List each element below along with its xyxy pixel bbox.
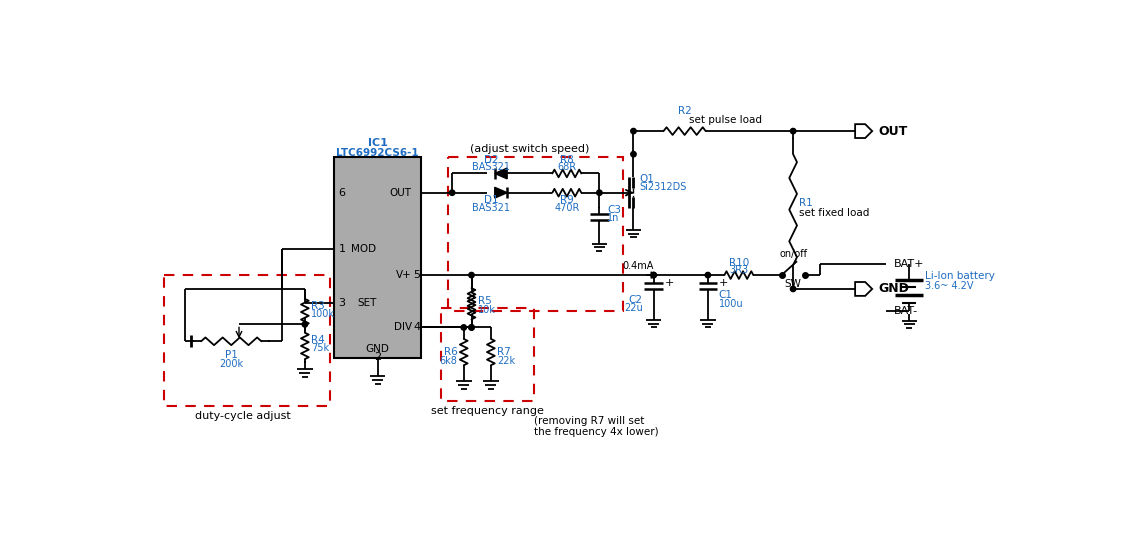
Text: 68R: 68R — [557, 162, 576, 172]
Text: 3R3: 3R3 — [729, 265, 748, 276]
Text: 100u: 100u — [719, 299, 744, 309]
Text: SW: SW — [785, 280, 802, 289]
Text: OUT: OUT — [390, 188, 412, 197]
Text: 5: 5 — [414, 270, 421, 280]
Text: 200k: 200k — [219, 359, 243, 369]
Circle shape — [631, 129, 637, 134]
Text: R6: R6 — [443, 347, 457, 357]
Text: BAT+: BAT+ — [894, 259, 924, 269]
Text: 6: 6 — [339, 188, 346, 197]
Circle shape — [705, 272, 711, 278]
Text: DIV: DIV — [393, 322, 412, 333]
Text: 6k8: 6k8 — [440, 356, 457, 365]
Text: P1: P1 — [225, 350, 238, 360]
Circle shape — [449, 190, 455, 195]
Text: GND: GND — [366, 344, 390, 354]
Text: GND: GND — [879, 282, 910, 295]
Circle shape — [460, 325, 466, 330]
Text: SET: SET — [357, 298, 377, 308]
Circle shape — [468, 325, 474, 330]
Text: (adjust switch speed): (adjust switch speed) — [470, 144, 589, 154]
Text: 100k: 100k — [312, 310, 335, 319]
Text: D1: D1 — [483, 195, 498, 205]
Circle shape — [631, 152, 637, 157]
Text: set frequency range: set frequency range — [431, 405, 543, 416]
Text: 3: 3 — [339, 298, 346, 308]
Text: 75k: 75k — [312, 343, 330, 353]
Text: BAS321: BAS321 — [472, 162, 509, 172]
Circle shape — [597, 190, 603, 195]
Text: 22k: 22k — [497, 356, 515, 365]
Text: R1: R1 — [799, 199, 813, 208]
Text: C2: C2 — [629, 295, 642, 305]
Text: set fixed load: set fixed load — [799, 208, 870, 218]
Text: R5: R5 — [478, 296, 491, 306]
Text: 470R: 470R — [554, 203, 580, 213]
Text: LTC6992CS6-1: LTC6992CS6-1 — [337, 148, 420, 158]
Text: duty-cycle adjust: duty-cycle adjust — [196, 411, 291, 421]
Text: Si2312DS: Si2312DS — [640, 182, 687, 191]
Text: 10k: 10k — [478, 305, 496, 315]
Text: +: + — [664, 278, 674, 288]
Text: R3: R3 — [312, 301, 325, 311]
Text: D2: D2 — [483, 155, 498, 165]
Text: 2: 2 — [374, 352, 381, 362]
Text: R7: R7 — [497, 347, 511, 357]
Text: 0.4mA: 0.4mA — [622, 261, 654, 271]
FancyBboxPatch shape — [334, 156, 421, 358]
Text: the frequency 4x lower): the frequency 4x lower) — [533, 427, 658, 437]
Circle shape — [468, 272, 474, 278]
Polygon shape — [495, 168, 507, 179]
Circle shape — [650, 272, 656, 278]
Text: +: + — [719, 278, 728, 288]
Text: 1n: 1n — [607, 213, 620, 223]
Text: IC1: IC1 — [367, 138, 388, 148]
Text: MOD: MOD — [351, 244, 376, 254]
Polygon shape — [495, 187, 507, 198]
Text: on/off: on/off — [779, 248, 807, 259]
Circle shape — [790, 129, 796, 134]
Text: V+: V+ — [396, 270, 412, 280]
Text: BAT-: BAT- — [894, 306, 918, 316]
Text: R2: R2 — [678, 106, 691, 116]
Text: R4: R4 — [312, 335, 325, 345]
Circle shape — [790, 286, 796, 292]
Text: 1: 1 — [339, 244, 346, 254]
Text: Li-Ion battery: Li-Ion battery — [924, 271, 995, 281]
Text: 22u: 22u — [624, 303, 642, 313]
Text: (removing R7 will set: (removing R7 will set — [533, 416, 644, 426]
Text: R10: R10 — [729, 258, 749, 268]
Text: R9: R9 — [559, 195, 574, 205]
Text: set pulse load: set pulse load — [689, 115, 762, 125]
Circle shape — [468, 325, 474, 330]
Circle shape — [650, 272, 656, 278]
Text: 3.6~ 4.2V: 3.6~ 4.2V — [924, 281, 973, 291]
Circle shape — [302, 322, 308, 327]
Text: C1: C1 — [719, 290, 732, 300]
Text: C3: C3 — [607, 205, 621, 214]
Text: OUT: OUT — [879, 125, 907, 138]
Text: R8: R8 — [559, 155, 574, 165]
Text: Q1: Q1 — [640, 174, 655, 184]
Text: 4: 4 — [414, 322, 421, 333]
Text: BAS321: BAS321 — [472, 203, 509, 213]
